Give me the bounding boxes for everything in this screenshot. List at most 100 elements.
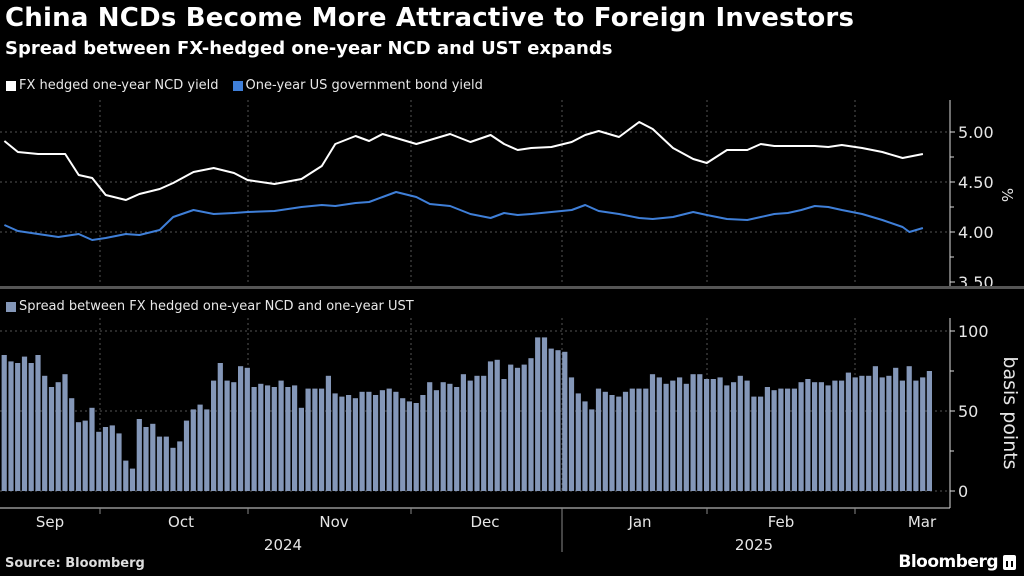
spread-bar [636, 388, 642, 491]
x-month-label: Dec [470, 513, 499, 531]
spread-bar [832, 380, 838, 491]
spread-bar [1, 355, 7, 491]
spread-bar [278, 380, 284, 491]
spread-bar [508, 364, 514, 491]
spread-bar [319, 388, 325, 491]
spread-bar [447, 383, 453, 491]
spread-bar [460, 374, 466, 491]
spread-bar [683, 383, 689, 491]
spread-bar [602, 391, 608, 491]
legend-item-ncd: FX hedged one-year NCD yield [6, 78, 219, 93]
spread-bar [400, 398, 406, 491]
x-month-label: Nov [319, 513, 348, 531]
spread-bar [312, 388, 318, 491]
spread-bar [454, 387, 460, 491]
spread-bar [325, 375, 331, 491]
spread-bar [136, 419, 142, 491]
spread-bar [177, 441, 183, 491]
spread-bar [609, 395, 615, 491]
spread-bar [575, 393, 581, 491]
bottom-ytick-label: 50 [958, 402, 978, 421]
spread-bar [204, 409, 210, 491]
ncd-yield-line [3, 121, 924, 201]
spread-bar [359, 391, 365, 491]
top-ytick-label: 4.50 [958, 173, 994, 192]
legend-swatch-ncd [6, 80, 16, 91]
spread-bar [129, 468, 136, 491]
spread-bar [190, 409, 196, 491]
spread-bar [143, 427, 149, 491]
top-ytick-label: 3.50 [958, 273, 994, 292]
spread-bar [697, 374, 703, 491]
x-year-label: 2025 [735, 536, 773, 554]
spread-bar [467, 380, 473, 491]
spread-bar [481, 375, 487, 491]
top-ytick-label: 4.00 [958, 223, 994, 242]
spread-bar [595, 388, 602, 491]
x-month-label: Mar [908, 513, 937, 531]
spread-bar [758, 396, 764, 491]
ust-yield-line [3, 191, 924, 241]
spread-bar [616, 396, 622, 491]
spread-bar [217, 363, 223, 491]
legend-item-ust: One-year US government bond yield [232, 78, 483, 93]
legend-swatch-ust [232, 80, 243, 91]
spread-bar [649, 374, 656, 491]
spread-bar [298, 407, 304, 491]
spread-bar [731, 382, 737, 491]
spread-bar [487, 361, 494, 491]
spread-bar [285, 387, 291, 491]
bottom-ytick-label: 0 [958, 482, 968, 501]
spread-bar [839, 380, 845, 491]
spread-bar [379, 390, 385, 491]
spread-bar [211, 380, 217, 491]
spread-bar [771, 390, 777, 491]
legend-label-spread: Spread between FX hedged one-year NCD an… [19, 299, 414, 314]
legend-swatch-spread [6, 301, 16, 312]
spread-bar [859, 375, 865, 491]
spread-bar [791, 388, 797, 491]
spread-bar [825, 385, 831, 491]
spread-bar [8, 361, 14, 491]
spread-bar [893, 367, 899, 491]
spread-bar [15, 363, 21, 491]
x-year-label: 2024 [264, 536, 302, 554]
legend-label-ust: One-year US government bond yield [245, 78, 483, 93]
spread-bar [346, 395, 352, 491]
spread-bar [555, 350, 561, 491]
spread-bar [866, 375, 872, 491]
spread-bar [663, 383, 669, 491]
spread-bar [643, 388, 649, 491]
spread-bar [521, 364, 527, 491]
top-ylabel: % [998, 188, 1016, 202]
legend-item-spread: Spread between FX hedged one-year NCD an… [6, 299, 414, 314]
spread-bar [845, 372, 851, 491]
panel-divider [0, 286, 1024, 289]
x-month-label: Sep [36, 513, 64, 531]
spread-bar [805, 379, 811, 491]
spread-bar [785, 388, 791, 491]
spread-bar [582, 401, 588, 491]
spread-bar [339, 396, 345, 491]
bloomberg-logo: Bloomberg [898, 552, 1016, 572]
spread-bar [926, 371, 932, 491]
spread-bar [872, 366, 878, 491]
spread-bar [852, 377, 858, 491]
spread-bar [89, 407, 95, 491]
spread-bar [244, 367, 250, 491]
spread-bar [183, 420, 190, 491]
bottom-legend: Spread between FX hedged one-year NCD an… [6, 299, 428, 314]
spread-bar [352, 398, 358, 491]
bottom-ytick-label: 100 [958, 322, 989, 341]
spread-bar [156, 436, 163, 491]
spread-bar [238, 366, 244, 491]
spread-bar [109, 425, 115, 491]
spread-bar [150, 423, 156, 491]
spread-bar [373, 395, 379, 491]
spread-bar [393, 391, 399, 491]
spread-bar [737, 375, 743, 491]
x-month-label: Feb [768, 513, 795, 531]
spread-bar [75, 422, 82, 491]
spread-bar [102, 427, 109, 491]
x-month-label: Oct [168, 513, 194, 531]
